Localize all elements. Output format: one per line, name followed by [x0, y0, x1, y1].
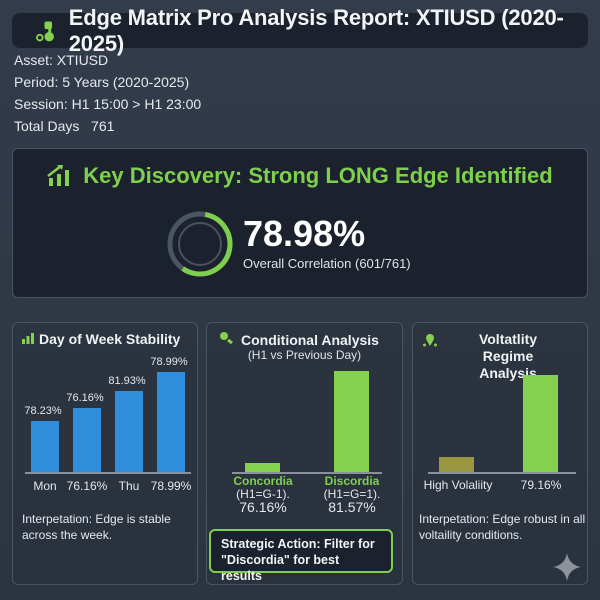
dow-title-text: Day of Week Stability [39, 331, 181, 347]
discordia-label: Discordia (H1=G=1). 81.57% [317, 474, 387, 515]
concordia-value: 76.16% [239, 499, 287, 515]
x-tick-label: Mon [33, 479, 57, 493]
conditional-title-text: Conditional Analysis [241, 332, 379, 348]
bar-value-label: 76.16% [66, 392, 104, 404]
bar-concordia [245, 463, 280, 472]
bar-high-volatility [439, 457, 474, 472]
bar-chart-growth-icon [47, 165, 70, 186]
bar-2 [73, 408, 101, 472]
concordia-label: Concordia (H1=G-1). 76.16% [228, 474, 298, 515]
axis-baseline [232, 472, 382, 474]
strategic-action-box: Strategic Action: Filter for "Discordia"… [209, 529, 393, 583]
x-tick-label: Thu [118, 479, 140, 493]
key-title-text: Key Discovery: Strong LONG Edge Identifi… [83, 163, 553, 188]
correlation-value: 78.98% [243, 213, 366, 254]
x-tick-label: 79.16% [520, 478, 562, 492]
volatility-title: Voltatlity Regime Analysis [413, 331, 587, 382]
key-discovery-card: Key Discovery: Strong LONG Edge Identifi… [12, 148, 588, 298]
bar-discordia [334, 371, 369, 472]
dow-title: Day of Week Stability [21, 331, 180, 347]
axis-baseline [428, 472, 576, 474]
axis-baseline [25, 472, 191, 474]
conditional-title: Conditional Analysis [219, 331, 379, 348]
volatility-title-text: Voltatlity Regime Analysis [478, 331, 538, 381]
concordia-name: Concordia [233, 474, 293, 488]
bar-value-label: 81.93% [108, 375, 146, 387]
discordia-name: Discordia [324, 474, 380, 488]
dow-interpretation: Interpetation: Edge is stable across the… [22, 512, 171, 542]
bar-value-label: 78.99% [150, 356, 188, 368]
location-pin-icon [423, 334, 437, 347]
bar-thu [115, 391, 143, 472]
report-header: Edge Matrix Pro Analysis Report: XTIUSD … [12, 5, 588, 56]
conditional-subtitle: (H1 vs Previous Day) [247, 348, 362, 362]
day-of-week-panel: Day of Week Stability 78.23% 76.16% 81.9… [12, 322, 198, 585]
x-tick-label: 76.16% [66, 479, 108, 493]
conditional-analysis-panel: Conditional Analysis (H1 vs Previous Day… [206, 322, 403, 585]
music-note-icon [36, 21, 54, 41]
discordia-value: 81.57% [328, 499, 376, 515]
bar-2 [523, 375, 558, 472]
x-tick-label: High Volaliity [423, 478, 493, 492]
key-discovery-title: Key Discovery: Strong LONG Edge Identifi… [13, 163, 587, 189]
bar-chart-icon [22, 333, 34, 344]
report-title: Edge Matrix Pro Analysis Report: XTIUSD … [68, 4, 564, 56]
concordia-sublabel: (H1=G-1). [236, 487, 290, 501]
sparkle-icon [553, 553, 581, 581]
x-tick-label: 78.99% [150, 479, 192, 493]
asset-info: Asset: XTIUSD [14, 52, 109, 68]
volatility-interpretation: Interpetation: Edge robust in all voltai… [419, 512, 586, 542]
volatility-regime-panel: Voltatlity Regime Analysis High Volaliit… [412, 322, 588, 585]
correlation-ring [167, 211, 233, 277]
session-info: Session: H1 15:00 > H1 23:00 [14, 96, 202, 112]
magnifier-icon [220, 332, 233, 345]
bar-value-label: 78.23% [24, 405, 62, 417]
total-days-info: Total Days 761 [14, 118, 115, 134]
bar-4 [157, 372, 185, 472]
discordia-sublabel: (H1=G=1). [323, 487, 381, 501]
bar-mon [31, 421, 59, 472]
period-info: Period: 5 Years (2020-2025) [14, 74, 190, 90]
correlation-subtitle: Overall Correlation (601/761) [243, 256, 411, 271]
